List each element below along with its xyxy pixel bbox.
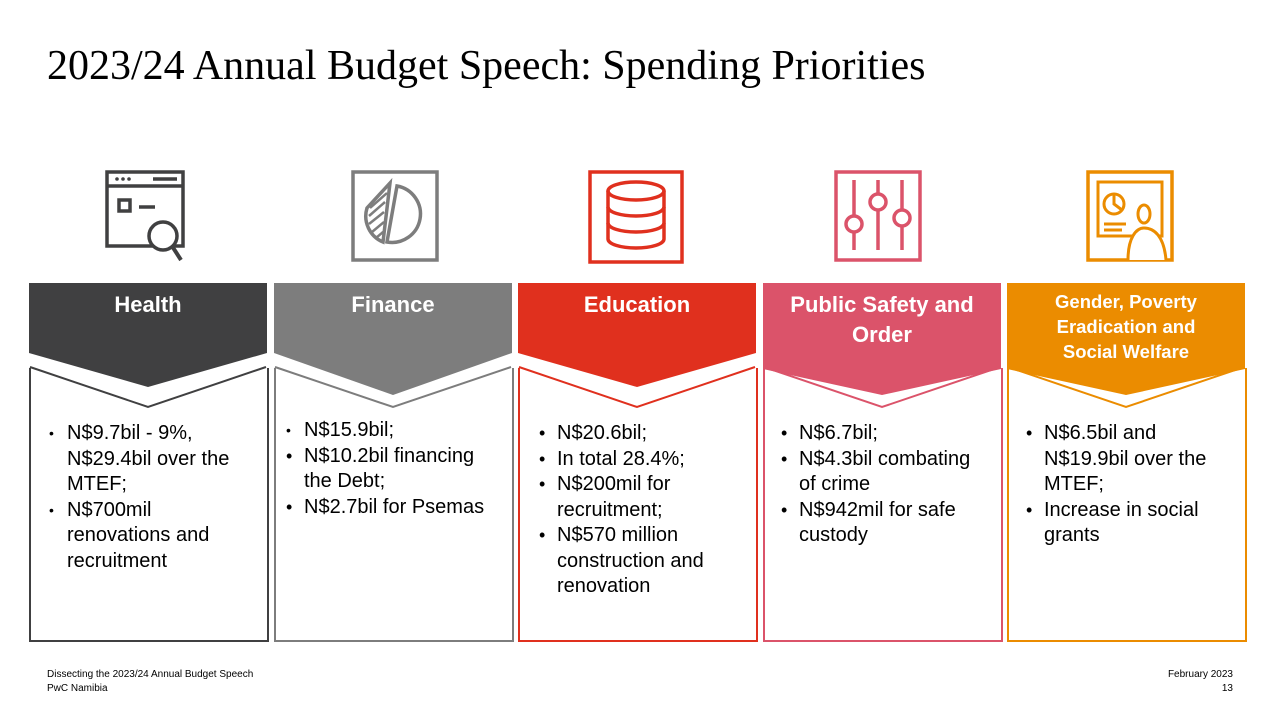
chevron-header-background <box>763 283 1001 411</box>
bullet-item: • N$9.7bil - 9%, N$29.4bil over the MTEF; <box>49 422 230 495</box>
page-number: 13 <box>1221 683 1233 694</box>
heading-line: Gender, Poverty <box>1055 291 1197 312</box>
column-public-safety: Public Safety and Order • N$6.7bil; • N$4.… <box>763 283 1003 642</box>
chevron-header-background <box>29 283 267 411</box>
bullet-item: • N$942mil for safe custody <box>781 498 956 547</box>
page-title: 2023/24 Annual Budget Speech: Spending P… <box>47 43 926 89</box>
bullet-list: • N$6.5bil and N$19.9bil over the MTEF; •… <box>1026 421 1234 549</box>
sliders-icon <box>830 166 930 266</box>
column-finance: Finance • N$15.9bil; • N$10.2bil financing… <box>274 283 514 642</box>
heading-line: Health <box>114 292 182 317</box>
column-heading: Finance <box>280 291 506 361</box>
column-heading: Education <box>524 291 750 361</box>
bullet-item: • In total 28.4%; <box>539 447 685 470</box>
bullet-item: • N$2.7bil for Psemas <box>286 495 485 518</box>
column-heading: Gender, Poverty Eradication and Social W… <box>1013 289 1239 362</box>
column-heading: Health <box>35 291 261 361</box>
bullet-item: • N$700mil renovations and recruitment <box>49 498 210 572</box>
bullet-list: • N$9.7bil - 9%, N$29.4bil over the MTEF;… <box>49 421 257 574</box>
bullet-list: • N$6.7bil; • N$4.3bil combating of crime … <box>781 421 979 549</box>
bullet-item: • N$6.7bil; <box>781 422 878 444</box>
footer-company: PwC Namibia <box>47 683 108 694</box>
column-education: Education • N$20.6bil; • In total 28.4%; •… <box>518 283 758 642</box>
column-gender-poverty: Gender, Poverty Eradication and Social W… <box>1007 283 1247 642</box>
bullet-item: • N$6.5bil and N$19.9bil over the MTEF; <box>1026 422 1207 495</box>
column-heading: Public Safety and Order <box>769 290 995 360</box>
bullet-item: • N$20.6bil; <box>539 422 648 444</box>
heading-line: Order <box>852 322 912 347</box>
heading-line: Public Safety and <box>790 292 974 317</box>
content-box <box>763 368 1003 642</box>
content-box <box>274 368 514 642</box>
heading-line: Education <box>583 292 691 317</box>
footer-date: February 2023 <box>1167 669 1233 680</box>
content-box <box>1007 368 1247 642</box>
presentation-icon <box>1082 166 1182 266</box>
bullet-list: • N$20.6bil; • In total 28.4%; • N$200mil f… <box>539 421 747 600</box>
heading-line: Finance <box>351 292 435 317</box>
bullet-list: • N$15.9bil; • N$10.2bil financing the Deb… <box>286 418 504 520</box>
bullet-item: • N$10.2bil financing the Debt; <box>286 444 475 493</box>
bullet-item: • N$4.3bil combating of crime <box>781 447 971 496</box>
bullet-item: • N$570 million construction and renovati… <box>539 524 704 597</box>
heading-line: Eradication and <box>1056 316 1196 337</box>
content-box <box>29 368 269 642</box>
bullet-item: • N$15.9bil; <box>286 419 395 441</box>
chevron-header-background <box>1007 283 1245 411</box>
chevron-header-background <box>274 283 512 411</box>
pie-chart-icon <box>345 166 445 266</box>
heading-line: Social Welfare <box>1062 341 1190 362</box>
database-icon <box>586 166 686 266</box>
footer-right: February 2023 13 <box>1168 668 1233 696</box>
browser-search-icon <box>95 166 195 266</box>
chevron-header-background <box>518 283 756 411</box>
footer-left: Dissecting the 2023/24 Annual Budget Spe… <box>47 668 253 696</box>
column-health: Health • N$9.7bil - 9%, N$29.4bil over th… <box>29 283 269 642</box>
bullet-item: • N$200mil for recruitment; <box>539 473 671 521</box>
bullet-item: • Increase in social grants <box>1026 498 1199 547</box>
footer-document-title: Dissecting the 2023/24 Annual Budget Spe… <box>47 669 254 680</box>
content-box <box>518 368 758 642</box>
